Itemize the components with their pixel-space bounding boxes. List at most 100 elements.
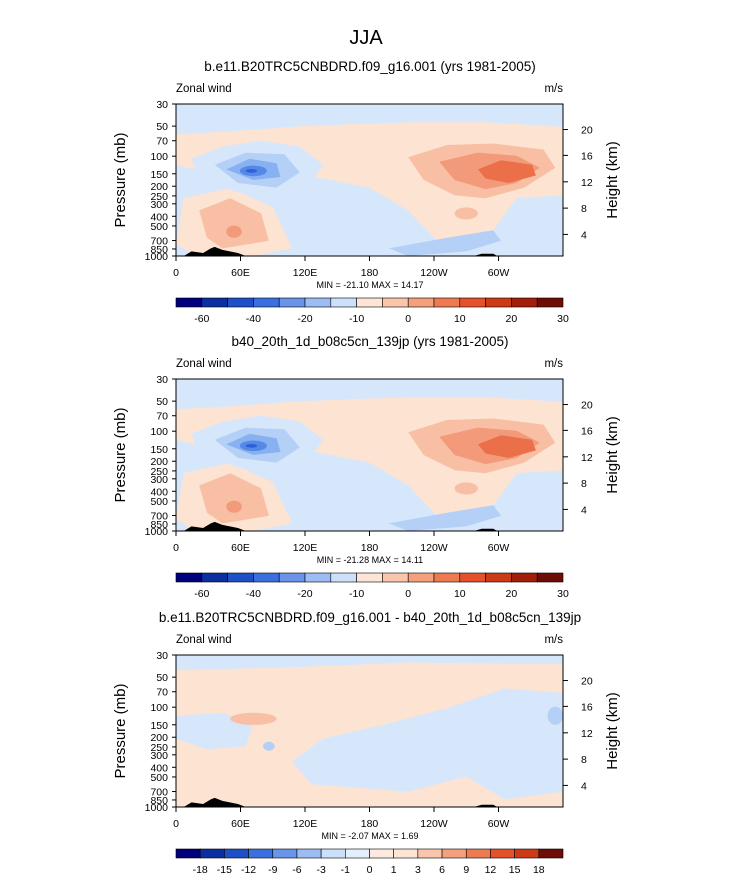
pressure-tick-label: 400 xyxy=(150,486,168,498)
colorbar-swatch xyxy=(175,572,203,583)
colorbar-label: 12 xyxy=(485,864,497,876)
longitude-tick-label: 120W xyxy=(420,818,448,830)
panel-title: b.e11.B20TRC5CNBDRD.f09_g16.001 (yrs 198… xyxy=(204,59,535,74)
colorbar-label: 30 xyxy=(557,588,569,600)
colorbar-swatch xyxy=(278,297,306,308)
lower-jet-contour xyxy=(199,473,269,524)
jet-core xyxy=(477,435,536,458)
longitude-tick-label: 120W xyxy=(420,542,448,554)
longitude-tick-label: 120E xyxy=(293,542,318,554)
pressure-tick-label: 250 xyxy=(150,466,168,478)
pressure-tick-label: 300 xyxy=(150,474,168,486)
colorbar-swatch xyxy=(369,848,394,859)
units-label: m/s xyxy=(544,358,563,370)
colorbar-swatch xyxy=(490,848,515,859)
difference-positive-patch xyxy=(230,712,277,725)
pressure-tick-label: 400 xyxy=(150,762,168,774)
colorbar-swatch xyxy=(538,848,564,859)
panel-3: b.e11.B20TRC5CNBDRD.f09_g16.001 - b40_20… xyxy=(112,610,621,876)
pressure-tick-label: 100 xyxy=(150,151,168,163)
pressure-tick-label: 150 xyxy=(150,169,168,181)
colorbar-label: 0 xyxy=(405,588,411,600)
difference-negative-spot xyxy=(263,741,275,751)
height-tick-label: 16 xyxy=(581,425,593,437)
pressure-tick-label: 1000 xyxy=(145,526,169,538)
topography xyxy=(474,253,498,256)
topography xyxy=(183,521,246,531)
height-axis-label: Height (km) xyxy=(604,416,621,494)
colorbar-swatch xyxy=(227,572,254,583)
pressure-axis-label: Pressure (mb) xyxy=(112,132,129,227)
variable-label: Zonal wind xyxy=(176,83,232,95)
colorbar-swatch xyxy=(514,848,540,859)
pressure-tick-label: 50 xyxy=(156,396,168,408)
height-axis-label: Height (km) xyxy=(604,692,621,770)
colorbar-label: 15 xyxy=(509,864,521,876)
colorbar-swatch xyxy=(253,572,280,583)
panel-2: b40_20th_1d_b08c5cn_139jp (yrs 1981-2005… xyxy=(112,334,621,600)
min-max-stats: MIN = -21.28 MAX = 14.11 xyxy=(317,555,423,565)
longitude-tick-label: 60E xyxy=(231,267,250,279)
longitude-tick-label: 180 xyxy=(361,542,379,554)
pressure-tick-label: 50 xyxy=(156,672,168,684)
height-tick-label: 12 xyxy=(581,452,593,464)
pressure-tick-label: 30 xyxy=(156,650,168,662)
lower-jet-contour xyxy=(199,198,269,249)
topography xyxy=(183,246,246,256)
topography xyxy=(474,804,498,807)
pressure-tick-label: 70 xyxy=(156,411,168,423)
colorbar-swatch xyxy=(278,572,306,583)
difference-negative-edge xyxy=(547,706,563,725)
figure-title: JJA xyxy=(349,27,383,49)
jet-lobe xyxy=(454,482,478,495)
colorbar-swatch xyxy=(330,297,357,308)
pressure-tick-label: 250 xyxy=(150,742,168,754)
height-tick-label: 4 xyxy=(581,504,587,516)
colorbar-swatch xyxy=(536,297,564,308)
colorbar-label: -1 xyxy=(341,864,350,876)
longitude-tick-label: 120W xyxy=(420,267,448,279)
pressure-tick-label: 850 xyxy=(150,519,168,531)
colorbar-label: -60 xyxy=(194,588,209,600)
pressure-tick-label: 500 xyxy=(150,496,168,508)
colorbar-swatch xyxy=(382,572,409,583)
colorbar-swatch xyxy=(199,848,225,859)
pressure-tick-label: 850 xyxy=(150,795,168,807)
contour-fields xyxy=(176,397,563,531)
colorbar-label: 9 xyxy=(463,864,469,876)
pressure-tick-label: 150 xyxy=(150,720,168,732)
pressure-tick-label: 300 xyxy=(150,199,168,211)
pressure-tick-label: 400 xyxy=(150,211,168,223)
jet-core xyxy=(477,160,536,183)
height-tick-label: 8 xyxy=(581,478,587,490)
jet-lobe xyxy=(454,207,478,220)
colorbar-swatch xyxy=(330,572,357,583)
colorbar-swatch xyxy=(511,297,538,308)
panel-title: b.e11.B20TRC5CNBDRD.f09_g16.001 - b40_20… xyxy=(159,610,581,625)
longitude-tick-label: 0 xyxy=(173,818,179,830)
pressure-tick-label: 700 xyxy=(150,511,168,523)
colorbar-label: -20 xyxy=(297,313,312,325)
colorbar-swatch xyxy=(345,848,370,859)
height-tick-label: 20 xyxy=(581,125,593,137)
panel-title: b40_20th_1d_b08c5cn_139jp (yrs 1981-2005… xyxy=(232,334,509,349)
colorbar-swatch xyxy=(224,848,249,859)
difference-negative-central xyxy=(311,738,447,777)
longitude-tick-label: 120E xyxy=(293,818,318,830)
colorbar-swatch xyxy=(511,572,538,583)
colorbar-label: -20 xyxy=(297,588,312,600)
height-tick-label: 12 xyxy=(581,177,593,189)
colorbar-swatch xyxy=(175,297,203,308)
units-label: m/s xyxy=(544,83,563,95)
colorbar-label: 0 xyxy=(405,313,411,325)
pressure-tick-label: 250 xyxy=(150,191,168,203)
colorbar-swatch xyxy=(356,572,383,583)
height-tick-label: 8 xyxy=(581,754,587,766)
topography xyxy=(474,528,498,531)
height-tick-label: 8 xyxy=(581,203,587,215)
colorbar-label: -60 xyxy=(194,313,209,325)
pressure-tick-label: 70 xyxy=(156,687,168,699)
pressure-tick-label: 150 xyxy=(150,444,168,456)
colorbar-swatch xyxy=(296,848,322,859)
